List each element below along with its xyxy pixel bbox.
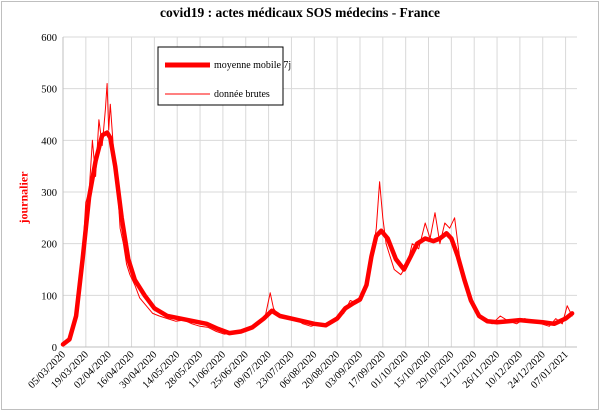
- series-layer: [60, 83, 575, 347]
- series-line-donnees-brutes: [62, 83, 573, 344]
- y-tick-label: 200: [41, 240, 57, 251]
- series-line-moyenne-mobile: [60, 130, 575, 347]
- legend: moyenne mobile 7j donnée brutes: [157, 46, 291, 106]
- y-tick-label: 600: [41, 33, 57, 44]
- legend-label-moyenne: moyenne mobile 7j: [214, 60, 291, 71]
- y-tick-label: 500: [41, 85, 57, 96]
- y-tick-label: 400: [41, 136, 57, 147]
- y-tick-label: 300: [41, 188, 57, 199]
- y-tick-label: 0: [52, 343, 57, 354]
- y-tick-label: 100: [41, 291, 57, 302]
- legend-box: [157, 46, 284, 106]
- legend-label-brutes: donnée brutes: [214, 89, 270, 100]
- grid: [62, 36, 577, 348]
- chart-title: covid19 : actes médicaux SOS médecins - …: [159, 5, 441, 20]
